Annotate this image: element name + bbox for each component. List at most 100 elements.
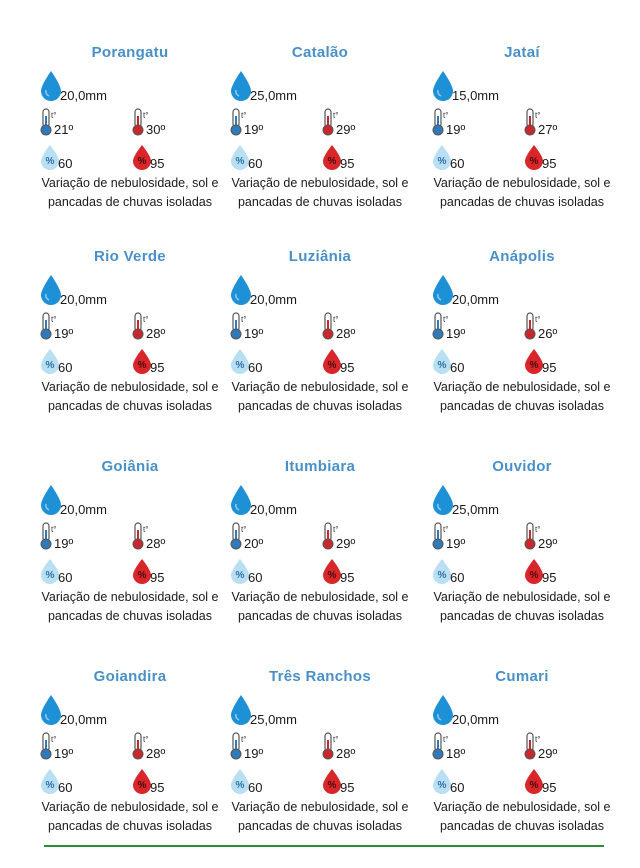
- temp-max: t° 28º: [132, 312, 192, 342]
- humidity-high-icon: %: [132, 348, 152, 374]
- rain-drop-icon: [40, 484, 62, 516]
- humidity-max-value: 95: [340, 156, 355, 171]
- temp-max-value: 29º: [538, 746, 558, 761]
- svg-text:t°: t°: [333, 525, 338, 534]
- temp-max-value: 29º: [336, 536, 356, 551]
- svg-text:t°: t°: [443, 735, 448, 744]
- city-forecast-card: Catalão 25,0mm t° 19º t° 29º% 60% 95 Variação de…: [230, 44, 420, 244]
- forecast-description: Variação de nebulosidade, sol e pancadas…: [433, 590, 611, 623]
- svg-text:t°: t°: [143, 111, 148, 120]
- svg-text:%: %: [530, 570, 539, 581]
- humidity-max: % 95: [524, 558, 584, 586]
- rain-drop-icon: [432, 484, 454, 516]
- svg-text:%: %: [530, 156, 539, 167]
- city-forecast-card: Jataí 15,0mm t° 19º t° 27º% 60% 95 Variação de n…: [432, 44, 622, 244]
- humidity-high-icon: %: [322, 348, 342, 374]
- humidity-max: % 95: [524, 768, 584, 796]
- forecast-description: Variação de nebulosidade, sol e pancadas…: [231, 176, 409, 209]
- thermometer-hot-icon: t°: [524, 732, 540, 760]
- temp-max-value: 28º: [336, 746, 356, 761]
- humidity-high-icon: %: [524, 768, 544, 794]
- svg-text:t°: t°: [443, 525, 448, 534]
- humidity-high-icon: %: [132, 144, 152, 170]
- thermometer-cold-icon: t°: [40, 732, 56, 760]
- forecast-description: Variação de nebulosidade, sol e pancadas…: [41, 176, 219, 209]
- temp-min: t° 21º: [40, 108, 100, 138]
- svg-text:%: %: [138, 570, 147, 581]
- humidity-min-value: 60: [248, 360, 263, 375]
- temp-min-value: 19º: [446, 326, 466, 341]
- forecast-description: Variação de nebulosidade, sol e pancadas…: [41, 800, 219, 833]
- svg-text:%: %: [530, 780, 539, 791]
- city-forecast-card: Goiandira 20,0mm t° 19º t° 28º% 60% 95 Variação …: [40, 668, 230, 868]
- humidity-max-value: 95: [150, 570, 165, 585]
- rain-amount: 20,0mm: [452, 292, 499, 307]
- thermometer-cold-icon: t°: [40, 312, 56, 340]
- bottom-divider: [44, 845, 604, 847]
- humidity-high-icon: %: [524, 558, 544, 584]
- temp-max: t° 28º: [322, 732, 382, 762]
- temp-min: t° 19º: [40, 732, 100, 762]
- temp-min: t° 18º: [432, 732, 492, 762]
- temp-max-value: 28º: [146, 536, 166, 551]
- svg-text:%: %: [138, 360, 147, 371]
- city-name: Luziânia: [288, 248, 352, 265]
- humidity-min: % 60: [432, 768, 492, 796]
- humidity-high-icon: %: [524, 348, 544, 374]
- rain-drop-icon: [230, 484, 252, 516]
- humidity-low-icon: %: [230, 558, 250, 584]
- svg-text:t°: t°: [443, 111, 448, 120]
- humidity-min-value: 60: [248, 156, 263, 171]
- humidity-min: % 60: [230, 348, 290, 376]
- humidity-max: % 95: [132, 558, 192, 586]
- svg-text:%: %: [46, 360, 55, 371]
- rain-drop-icon: [432, 274, 454, 306]
- city-name: Ouvidor: [492, 458, 552, 475]
- humidity-low-icon: %: [432, 348, 452, 374]
- humidity-min-value: 60: [450, 570, 465, 585]
- humidity-min: % 60: [230, 558, 290, 586]
- svg-text:%: %: [138, 780, 147, 791]
- humidity-min-value: 60: [248, 780, 263, 795]
- thermometer-cold-icon: t°: [230, 108, 246, 136]
- temp-max: t° 29º: [524, 522, 584, 552]
- forecast-description: Variação de nebulosidade, sol e pancadas…: [231, 800, 409, 833]
- rain-amount: 20,0mm: [452, 712, 499, 727]
- temp-max-value: 30º: [146, 122, 166, 137]
- rain-drop-icon: [230, 694, 252, 726]
- city-forecast-card: Três Ranchos 25,0mm t° 19º t° 28º% 60% 95 Variaç…: [230, 668, 420, 868]
- svg-text:t°: t°: [51, 525, 56, 534]
- rain-amount: 20,0mm: [60, 502, 107, 517]
- humidity-min-value: 60: [58, 570, 73, 585]
- humidity-min-value: 60: [58, 156, 73, 171]
- city-name: Goiânia: [101, 458, 159, 475]
- humidity-max-value: 95: [542, 780, 557, 795]
- forecast-description: Variação de nebulosidade, sol e pancadas…: [41, 380, 219, 413]
- temp-min: t° 19º: [230, 312, 290, 342]
- humidity-high-icon: %: [524, 144, 544, 170]
- svg-text:t°: t°: [535, 111, 540, 120]
- svg-text:%: %: [438, 360, 447, 371]
- svg-text:%: %: [328, 156, 337, 167]
- forecast-description: Variação de nebulosidade, sol e pancadas…: [41, 590, 219, 623]
- rain-drop-icon: [40, 70, 62, 102]
- humidity-min-value: 60: [450, 360, 465, 375]
- svg-text:%: %: [236, 570, 245, 581]
- svg-text:t°: t°: [51, 315, 56, 324]
- city-forecast-card: Anápolis 20,0mm t° 19º t° 26º% 60% 95 Variação d…: [432, 248, 622, 448]
- svg-text:t°: t°: [333, 111, 338, 120]
- thermometer-cold-icon: t°: [40, 108, 56, 136]
- temp-max: t° 28º: [132, 522, 192, 552]
- rain-drop-icon: [432, 70, 454, 102]
- humidity-max-value: 95: [340, 360, 355, 375]
- humidity-max-value: 95: [150, 360, 165, 375]
- humidity-min: % 60: [40, 768, 100, 796]
- humidity-max: % 95: [322, 558, 382, 586]
- rain-drop-icon: [432, 694, 454, 726]
- city-name: Catalão: [291, 44, 349, 61]
- temp-max: t° 30º: [132, 108, 192, 138]
- thermometer-cold-icon: t°: [432, 732, 448, 760]
- humidity-min: % 60: [432, 144, 492, 172]
- temp-max: t° 27º: [524, 108, 584, 138]
- temp-max: t° 29º: [322, 522, 382, 552]
